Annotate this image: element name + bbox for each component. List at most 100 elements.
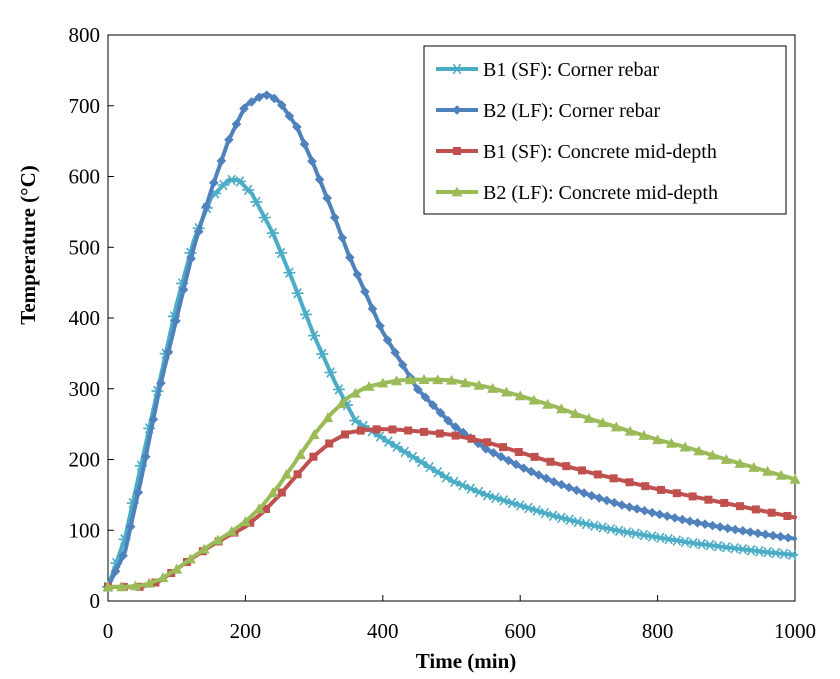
- data-point: [789, 473, 801, 484]
- data-point: [266, 227, 279, 239]
- data-point: [423, 461, 436, 473]
- data-point: [345, 252, 355, 263]
- data-point: [341, 430, 350, 439]
- data-point: [637, 529, 650, 541]
- data-point: [283, 267, 296, 278]
- data-point: [503, 455, 514, 466]
- legend-label: B1 (SF): Corner rebar: [483, 59, 659, 81]
- data-point: [629, 528, 642, 539]
- x-tick-label: 600: [504, 619, 536, 643]
- data-point: [624, 425, 636, 436]
- data-point: [745, 527, 756, 537]
- legend-label: B1 (SF): Concrete mid-depth: [483, 141, 717, 163]
- x-tick-label: 400: [367, 619, 399, 643]
- data-point: [481, 444, 491, 454]
- legend-swatch-marker: [452, 105, 462, 115]
- data-point: [578, 466, 587, 475]
- data-point: [390, 441, 403, 453]
- data-point: [294, 449, 306, 459]
- y-tick-label: 800: [69, 23, 101, 47]
- data-point: [657, 485, 666, 494]
- data-point: [769, 547, 782, 559]
- data-point: [677, 514, 688, 525]
- data-point: [579, 488, 589, 498]
- x-tick-label: 1000: [774, 619, 816, 643]
- data-point: [601, 495, 612, 506]
- data-point: [360, 286, 370, 297]
- y-tick-label: 400: [69, 306, 101, 330]
- data-point: [133, 487, 144, 498]
- data-point: [299, 309, 312, 320]
- data-point: [267, 487, 279, 498]
- data-point: [669, 513, 680, 523]
- data-point: [546, 457, 555, 466]
- data-point: [473, 438, 484, 449]
- data-point: [314, 174, 325, 185]
- data-point: [118, 550, 128, 561]
- data-point: [695, 538, 708, 550]
- legend: B1 (SF): Corner rebar B2 (LF): Corner reb…: [423, 45, 787, 215]
- data-point: [604, 523, 617, 535]
- data-point: [487, 382, 499, 393]
- data-point: [388, 425, 397, 434]
- data-point: [569, 408, 581, 419]
- data-point: [555, 512, 568, 524]
- data-point: [728, 542, 741, 554]
- data-point: [233, 176, 246, 187]
- data-point: [703, 539, 716, 551]
- data-point: [269, 93, 280, 104]
- data-point: [258, 212, 271, 223]
- data-point: [518, 463, 529, 473]
- data-point: [451, 431, 460, 440]
- data-point: [722, 523, 733, 534]
- data-point: [293, 470, 302, 479]
- data-point: [420, 427, 429, 436]
- data-point: [571, 485, 582, 496]
- x-axis-title: Time (min): [416, 649, 517, 673]
- data-point: [767, 508, 776, 517]
- data-point: [500, 386, 512, 397]
- data-point: [768, 530, 778, 541]
- data-point: [178, 284, 189, 295]
- data-point: [309, 452, 318, 461]
- data-point: [129, 580, 141, 591]
- data-point: [783, 532, 793, 543]
- data-point: [511, 459, 521, 470]
- data-point: [488, 447, 499, 458]
- data-point: [275, 247, 288, 259]
- data-point: [542, 398, 554, 409]
- data-point: [212, 534, 224, 545]
- data-point: [588, 520, 601, 532]
- data-point: [435, 429, 444, 438]
- data-point: [646, 531, 659, 542]
- data-point: [367, 304, 378, 314]
- data-point: [775, 531, 786, 542]
- data-point: [110, 566, 121, 577]
- data-point: [349, 415, 362, 426]
- data-point: [254, 92, 264, 103]
- data-point: [226, 525, 238, 536]
- legend-box: [423, 45, 787, 215]
- data-point: [432, 374, 444, 385]
- data-point: [261, 90, 272, 100]
- x-tick-label: 0: [103, 619, 114, 643]
- y-tick-label: 500: [69, 235, 101, 259]
- data-point: [193, 226, 204, 237]
- data-point: [549, 477, 559, 487]
- data-point: [143, 577, 155, 588]
- data-point: [171, 563, 183, 574]
- data-point: [291, 287, 304, 299]
- data-point: [184, 553, 196, 564]
- data-point: [662, 533, 675, 545]
- data-point: [514, 448, 523, 457]
- data-point: [496, 451, 506, 462]
- data-point: [277, 100, 287, 110]
- data-point: [382, 335, 393, 345]
- data-point: [415, 456, 428, 468]
- data-point: [116, 581, 128, 592]
- data-point: [679, 441, 691, 452]
- data-point: [224, 134, 234, 145]
- data-point: [418, 374, 430, 384]
- data-point: [563, 514, 576, 526]
- legend-swatch-marker: [451, 63, 463, 75]
